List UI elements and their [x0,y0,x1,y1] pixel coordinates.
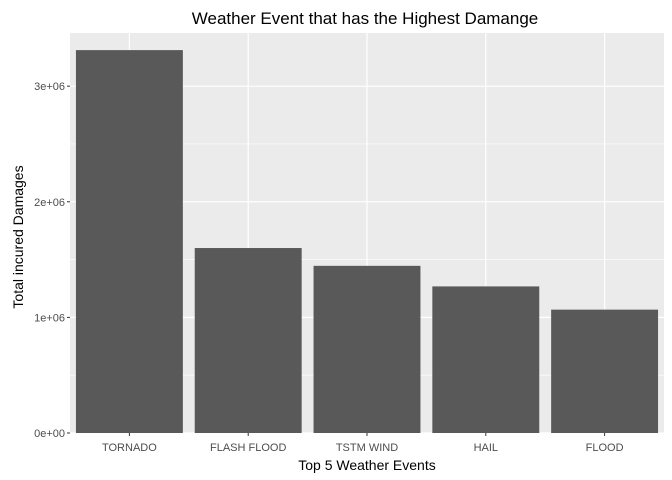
bar-tornado [76,50,183,433]
bar-tstm-wind [314,266,421,433]
y-tick-label: 0e+00 [34,428,65,440]
y-tick-label: 3e+06 [34,81,65,93]
y-tick-label: 2e+06 [34,197,65,209]
x-tick-label: FLOOD [586,442,624,454]
chart-title: Weather Event that has the Highest Daman… [192,9,539,28]
bar-flash-flood [195,248,302,433]
y-axis-title: Total incured Damages [10,165,26,308]
bar-hail [432,286,539,433]
bar-flood [551,310,658,433]
x-tick-label: FLASH FLOOD [210,442,286,454]
x-axis: TORNADO FLASH FLOOD TSTM WIND HAIL FLOOD [102,433,624,454]
x-tick-label: HAIL [474,442,498,454]
y-tick-label: 1e+06 [34,312,65,324]
x-tick-label: TSTM WIND [336,442,398,454]
x-tick-label: TORNADO [102,442,157,454]
y-axis: 0e+00 1e+06 2e+06 3e+06 [34,81,70,440]
x-axis-title: Top 5 Weather Events [298,457,435,473]
